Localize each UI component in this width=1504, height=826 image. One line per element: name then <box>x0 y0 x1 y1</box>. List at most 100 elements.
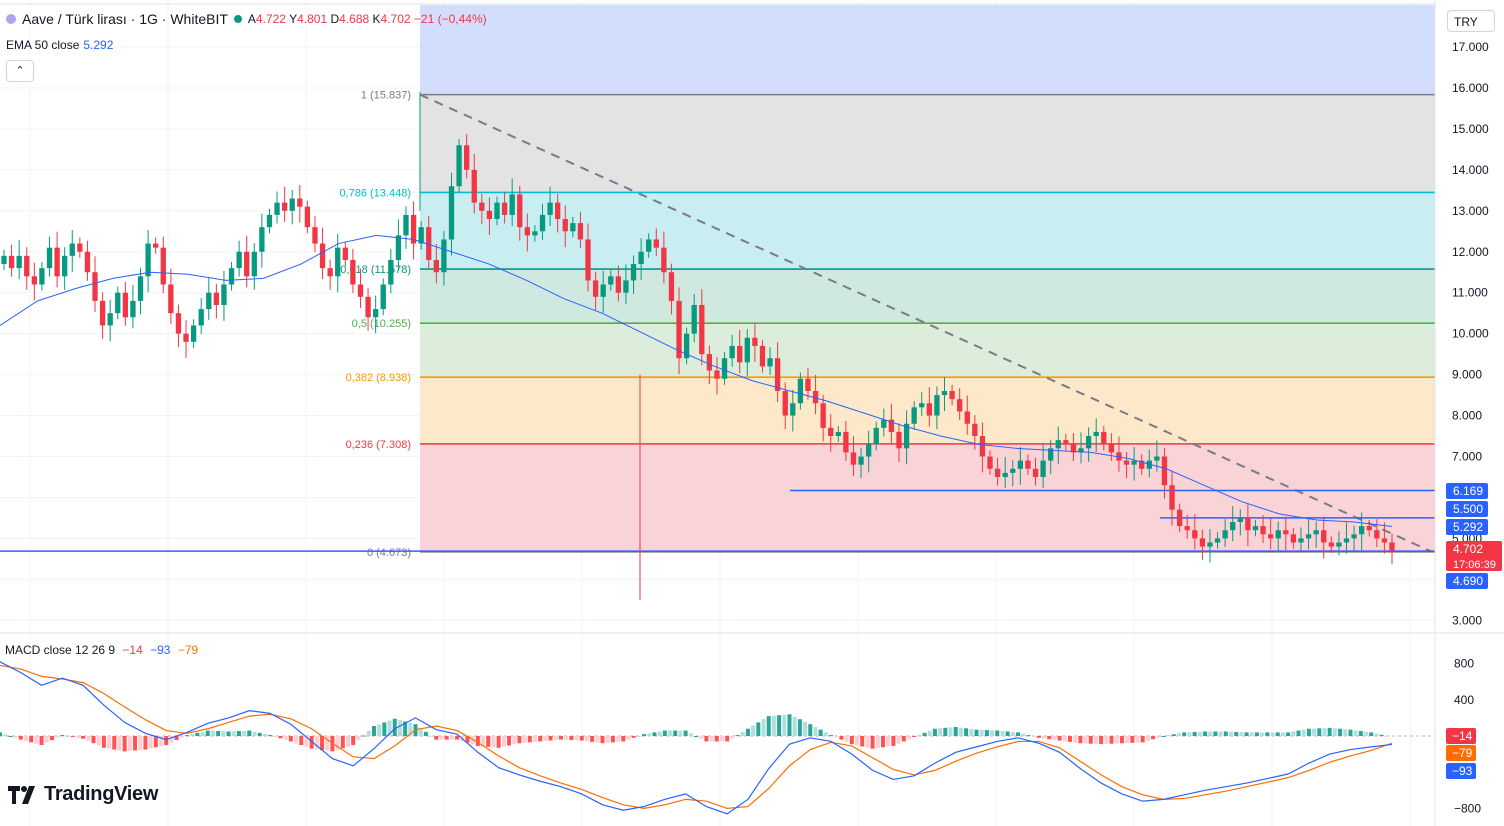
candle-body <box>919 403 925 408</box>
macd-histogram-bar <box>1130 736 1135 743</box>
price-badge <box>1446 501 1488 517</box>
macd-histogram-bar <box>704 736 709 742</box>
macd-histogram-bar <box>1291 731 1296 736</box>
macd-histogram-bar <box>444 736 449 740</box>
candle-body <box>1313 530 1319 535</box>
macd-histogram-bar <box>8 736 13 737</box>
macd-histogram-bar <box>117 736 122 751</box>
candle-body <box>949 390 955 400</box>
candle-body <box>1010 468 1016 473</box>
candle-body <box>1040 460 1046 477</box>
macd-histogram-bar <box>138 736 143 751</box>
macd-histogram-bar <box>1223 731 1228 736</box>
currency-selector[interactable]: TRY <box>1447 10 1495 32</box>
macd-histogram-bar <box>1364 731 1369 736</box>
macd-histogram-bar <box>423 731 428 736</box>
candle-body <box>797 378 804 404</box>
macd-histogram-bar <box>621 736 626 742</box>
candle-body <box>926 403 932 416</box>
tradingview-logo[interactable]: TradingView <box>8 783 158 806</box>
fib-level-label: 0,5 (10.255) <box>352 318 411 330</box>
candle-body <box>107 313 113 326</box>
candle-body <box>456 145 462 187</box>
candle-body <box>790 403 796 416</box>
candle-body <box>668 272 675 301</box>
macd-value: −93 <box>150 643 171 657</box>
candle-body <box>92 272 98 301</box>
candle-body <box>1055 440 1061 449</box>
macd-histogram-bar <box>558 736 563 740</box>
macd-histogram-bar <box>777 715 782 736</box>
macd-histogram-bar <box>953 726 958 736</box>
macd-histogram-bar <box>351 736 356 746</box>
candle-body <box>979 436 986 457</box>
macd-histogram-bar <box>1343 729 1348 736</box>
macd-histogram-bar <box>195 732 200 736</box>
macd-histogram-bar <box>44 736 49 743</box>
macd-histogram-bar <box>1260 732 1265 736</box>
candle-body <box>1298 538 1304 543</box>
macd-histogram-bar <box>294 736 299 744</box>
macd-histogram-bar <box>1067 736 1072 742</box>
symbol-title[interactable]: Aave / Türk lirası · 1G · WhiteBIT <box>22 11 228 27</box>
macd-histogram-bar <box>1083 736 1088 744</box>
candle-body <box>1328 542 1334 547</box>
macd-histogram-bar <box>906 736 911 740</box>
macd-histogram-bar <box>719 736 724 742</box>
candle-body <box>858 456 864 465</box>
macd-histogram-bar <box>55 736 60 738</box>
fib-level-label: 0,786 (13.448) <box>339 187 411 199</box>
macd-histogram-bar <box>1358 731 1363 736</box>
candle-body <box>881 419 887 428</box>
price-badge-value: 4.690 <box>1453 574 1483 588</box>
candle-body <box>941 390 948 396</box>
macd-histogram-bar <box>574 736 579 741</box>
macd-histogram-bar <box>205 730 210 736</box>
macd-histogram-bar <box>335 736 340 750</box>
candle-body <box>46 247 53 269</box>
candle-body <box>1267 534 1274 539</box>
macd-signal-value: −79 <box>177 643 199 657</box>
price-axis-tick: 7.000 <box>1452 450 1482 464</box>
candle-body <box>213 292 220 305</box>
macd-histogram-bar <box>1078 736 1083 744</box>
macd-histogram-bar <box>553 736 558 741</box>
macd-histogram-bar <box>507 736 512 746</box>
macd-histogram-bar <box>1348 729 1353 736</box>
macd-histogram-bar <box>818 729 823 736</box>
macd-histogram-bar <box>865 736 870 748</box>
macd-histogram-bar <box>1010 731 1015 736</box>
macd-histogram-bar <box>1301 729 1306 736</box>
macd-histogram-bar <box>1052 736 1057 740</box>
macd-histogram-bar <box>86 736 91 741</box>
macd-histogram-bar <box>18 736 23 740</box>
price-countdown: 17:06:39 <box>1453 559 1496 571</box>
macd-histogram-bar <box>122 736 127 752</box>
candle-body <box>676 300 682 359</box>
macd-histogram-bar <box>647 733 652 736</box>
candle-body <box>137 276 144 301</box>
macd-histogram-bar <box>761 719 766 736</box>
macd-histogram-bar <box>361 735 366 737</box>
candle-body <box>608 276 614 285</box>
macd-histogram-bar <box>1016 732 1021 736</box>
macd-histogram-bar <box>190 733 195 736</box>
candle-body <box>729 345 735 359</box>
ema-legend[interactable]: EMA 50 close 5.292 <box>6 38 113 52</box>
candle-body <box>1237 517 1243 523</box>
candle-body <box>714 370 720 379</box>
macd-legend[interactable]: MACD close 12 26 9 −14 −93 −79 <box>5 643 198 657</box>
candle-body <box>312 227 318 244</box>
candle-body <box>1343 538 1350 543</box>
candle-body <box>752 337 758 346</box>
macd-histogram-bar <box>1374 733 1379 736</box>
market-status-icon <box>233 15 242 23</box>
candle-body <box>335 247 341 277</box>
macd-histogram-bar <box>1171 734 1176 736</box>
collapse-legend-button[interactable]: ⌃ <box>6 60 34 82</box>
macd-histogram-bar <box>1182 732 1187 736</box>
macd-histogram-bar <box>387 720 392 736</box>
macd-histogram-bar <box>1192 731 1197 736</box>
macd-histogram-bar <box>886 736 891 747</box>
